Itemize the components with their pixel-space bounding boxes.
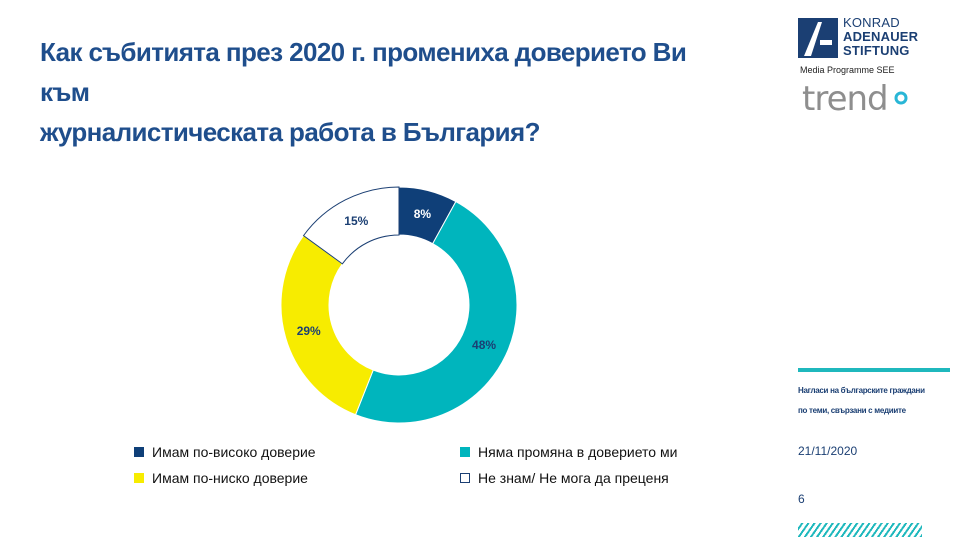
kas-logo-text: KONRAD ADENAUER STIFTUNG [843,16,918,58]
legend-swatch-lower-trust [134,473,144,483]
legend-item-lower-trust: Имам по-ниско доверие [134,470,308,486]
page-number: 6 [798,492,805,506]
donut-slice-dont-know [302,186,400,265]
side-note: Нагласи на българските граждани по теми,… [798,381,948,421]
data-label-higher-trust: 8% [414,207,432,221]
legend-label-lower-trust: Имам по-ниско доверие [152,470,308,486]
kas-logo-mark-icon [798,18,838,58]
slide-date: 21/11/2020 [798,444,858,458]
legend-swatch-higher-trust [134,447,144,457]
kas-logo: KONRAD ADENAUER STIFTUNG [798,16,948,64]
legend-item-dont-know: Не знам/ Не мога да преценя [460,470,669,486]
trend-logo-text: trend [802,80,888,116]
legend-label-dont-know: Не знам/ Не мога да преценя [478,470,669,486]
legend-item-higher-trust: Имам по-високо доверие [134,444,316,460]
hatch-decoration [798,523,922,537]
kas-text-line-3: STIFTUNG [843,43,910,58]
title-line-2: журналистическата работа в България? [40,117,540,147]
kas-text-line-1: KONRAD [843,15,900,30]
legend-swatch-no-change [460,447,470,457]
kas-text-line-2: ADENAUER [843,29,919,44]
donut-slice-no-change [354,200,518,424]
legend-label-higher-trust: Имам по-високо доверие [152,444,316,460]
title-line-1: Как събитията през 2020 г. промениха дов… [40,37,687,107]
trend-logo: trend [802,80,908,116]
slide-title: Как събитията през 2020 г. промениха дов… [40,32,720,152]
side-accent-line [798,368,950,372]
trend-logo-accent-icon [894,91,908,105]
legend-swatch-dont-know [460,473,470,483]
media-programme-label: Media Programme SEE [800,65,895,75]
data-label-no-change: 48% [472,338,496,352]
donut-slice-lower-trust [280,234,374,416]
legend-label-no-change: Няма промяна в доверието ми [478,444,678,460]
side-note-line-2: по теми, свързани с медиите [798,406,906,415]
data-label-lower-trust: 29% [297,324,321,338]
side-note-line-1: Нагласи на българските граждани [798,386,925,395]
legend-item-no-change: Няма промяна в доверието ми [460,444,677,460]
data-label-dont-know: 15% [344,214,368,228]
